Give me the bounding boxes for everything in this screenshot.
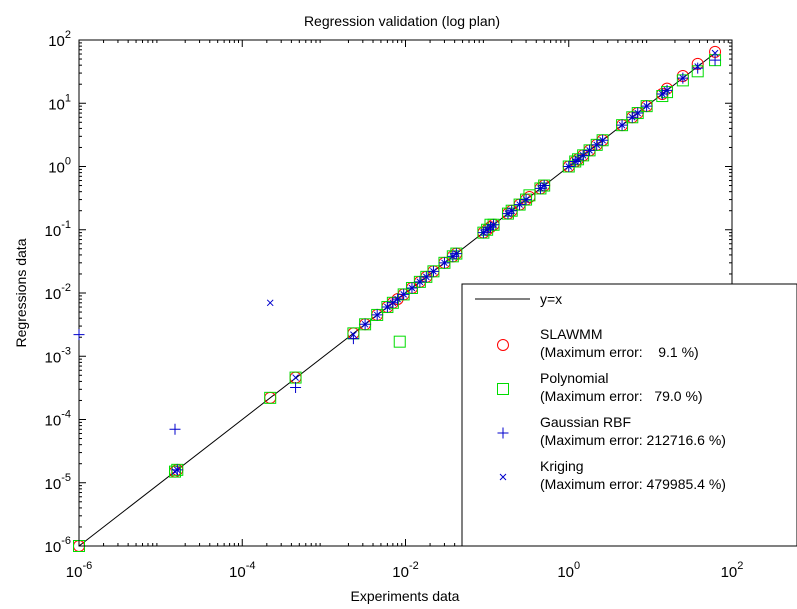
legend-error-slawmm: (Maximum error: 9.1 %) [540,344,699,360]
kriging-point [537,185,544,192]
legend-ref-label: y=x [540,291,562,307]
x-tick-label: 102 [721,560,744,581]
kriging-point [441,259,448,267]
y-tick-label: 10-6 [45,535,71,556]
kriging-point [679,74,687,82]
kriging-point [516,201,523,208]
x-tick-label: 10-6 [66,560,92,581]
y-tick-label: 10-2 [45,282,71,303]
kriging-point [618,121,626,129]
kriging-point [480,229,487,236]
polynomial-point [393,335,406,348]
legend-marker-polynomial [497,383,509,395]
y-axis-title: Regressions data [13,238,29,347]
kriging-point [711,49,719,57]
kriging-point [599,136,606,144]
legend-marker-kriging [499,473,507,481]
kriging-point [490,221,497,229]
gaussian-rbf-point [290,382,302,394]
kriging-point [504,210,512,217]
kriging-point [422,273,430,281]
y-tick-label: 101 [48,92,71,113]
legend-error-kriging: (Maximum error: 479985.4 %) [540,476,726,492]
kriging-point [384,303,391,311]
legend-error-polynomial: (Maximum error: 79.0 %) [540,388,703,404]
x-axis-title: Experiments data [351,588,460,604]
kriging-point [361,320,369,328]
kriging-point [634,109,642,117]
legend-label-gaussian-rbf: Gaussian RBF [540,414,631,430]
legend-label-polynomial: Polynomial [540,370,608,386]
polynomial-point [264,391,277,404]
y-tick-label: 10-1 [45,219,71,240]
kriging-point [389,299,397,307]
x-tick-label: 100 [557,560,580,581]
y-tick-label: 100 [48,156,71,177]
kriging-point [540,182,548,189]
kriging-point [449,252,457,260]
kriging-point [266,299,274,307]
kriging-point [453,250,460,257]
kriging-point [663,86,671,94]
data-marks [73,45,722,552]
kriging-point [565,163,573,170]
legend-entries: SLAWMM (Maximum error: 9.1 %) Polynomial (M… [497,326,726,492]
series-kriging [171,49,719,475]
kriging-point [586,147,593,154]
kriging-point [373,311,381,319]
chart-title: Regression validation (log plan) [304,13,500,29]
kriging-point [593,141,601,149]
kriging-point [694,63,702,70]
kriging-point [522,196,530,203]
legend-label-kriging: Kriging [540,458,584,474]
legend-error-gaussian-rbf: (Maximum error: 212716.6 %) [540,432,726,448]
y-tick-label: 10-3 [45,345,71,366]
kriging-point [416,278,424,286]
y-tick-label: 102 [48,29,71,50]
kriging-point [400,291,408,298]
kriging-point [408,284,416,292]
kriging-point [173,466,181,474]
y-tick-label: 10-5 [45,472,71,493]
legend-marker-gaussian-rbf [497,427,509,439]
kriging-point [394,295,401,303]
x-tick-label: 10-2 [392,560,418,581]
kriging-point [350,331,357,338]
gaussian-rbf-point [73,329,85,341]
kriging-point [292,374,299,381]
kriging-point [643,102,650,110]
kriging-point [574,155,582,163]
kriging-point [628,113,636,121]
polynomial-point [523,189,536,202]
gaussian-rbf-point [169,423,181,435]
legend-box [461,283,797,547]
y-tick-label: 10-4 [45,409,71,430]
kriging-point [483,226,491,234]
kriging-point [430,267,437,275]
kriging-point [579,152,587,159]
legend-marker-slawmm [497,339,509,351]
legend: y=x SLAWMM (Maximum error: 9.1 %) Polynomi… [461,283,797,547]
gaussian-rbf-point [709,54,721,66]
x-tick-label: 10-4 [229,560,255,581]
legend-label-slawmm: SLAWMM [540,326,602,342]
gaussian-rbf-point [692,62,704,74]
kriging-point [508,207,516,215]
polynomial-point [168,465,181,478]
kriging-point [658,90,666,98]
